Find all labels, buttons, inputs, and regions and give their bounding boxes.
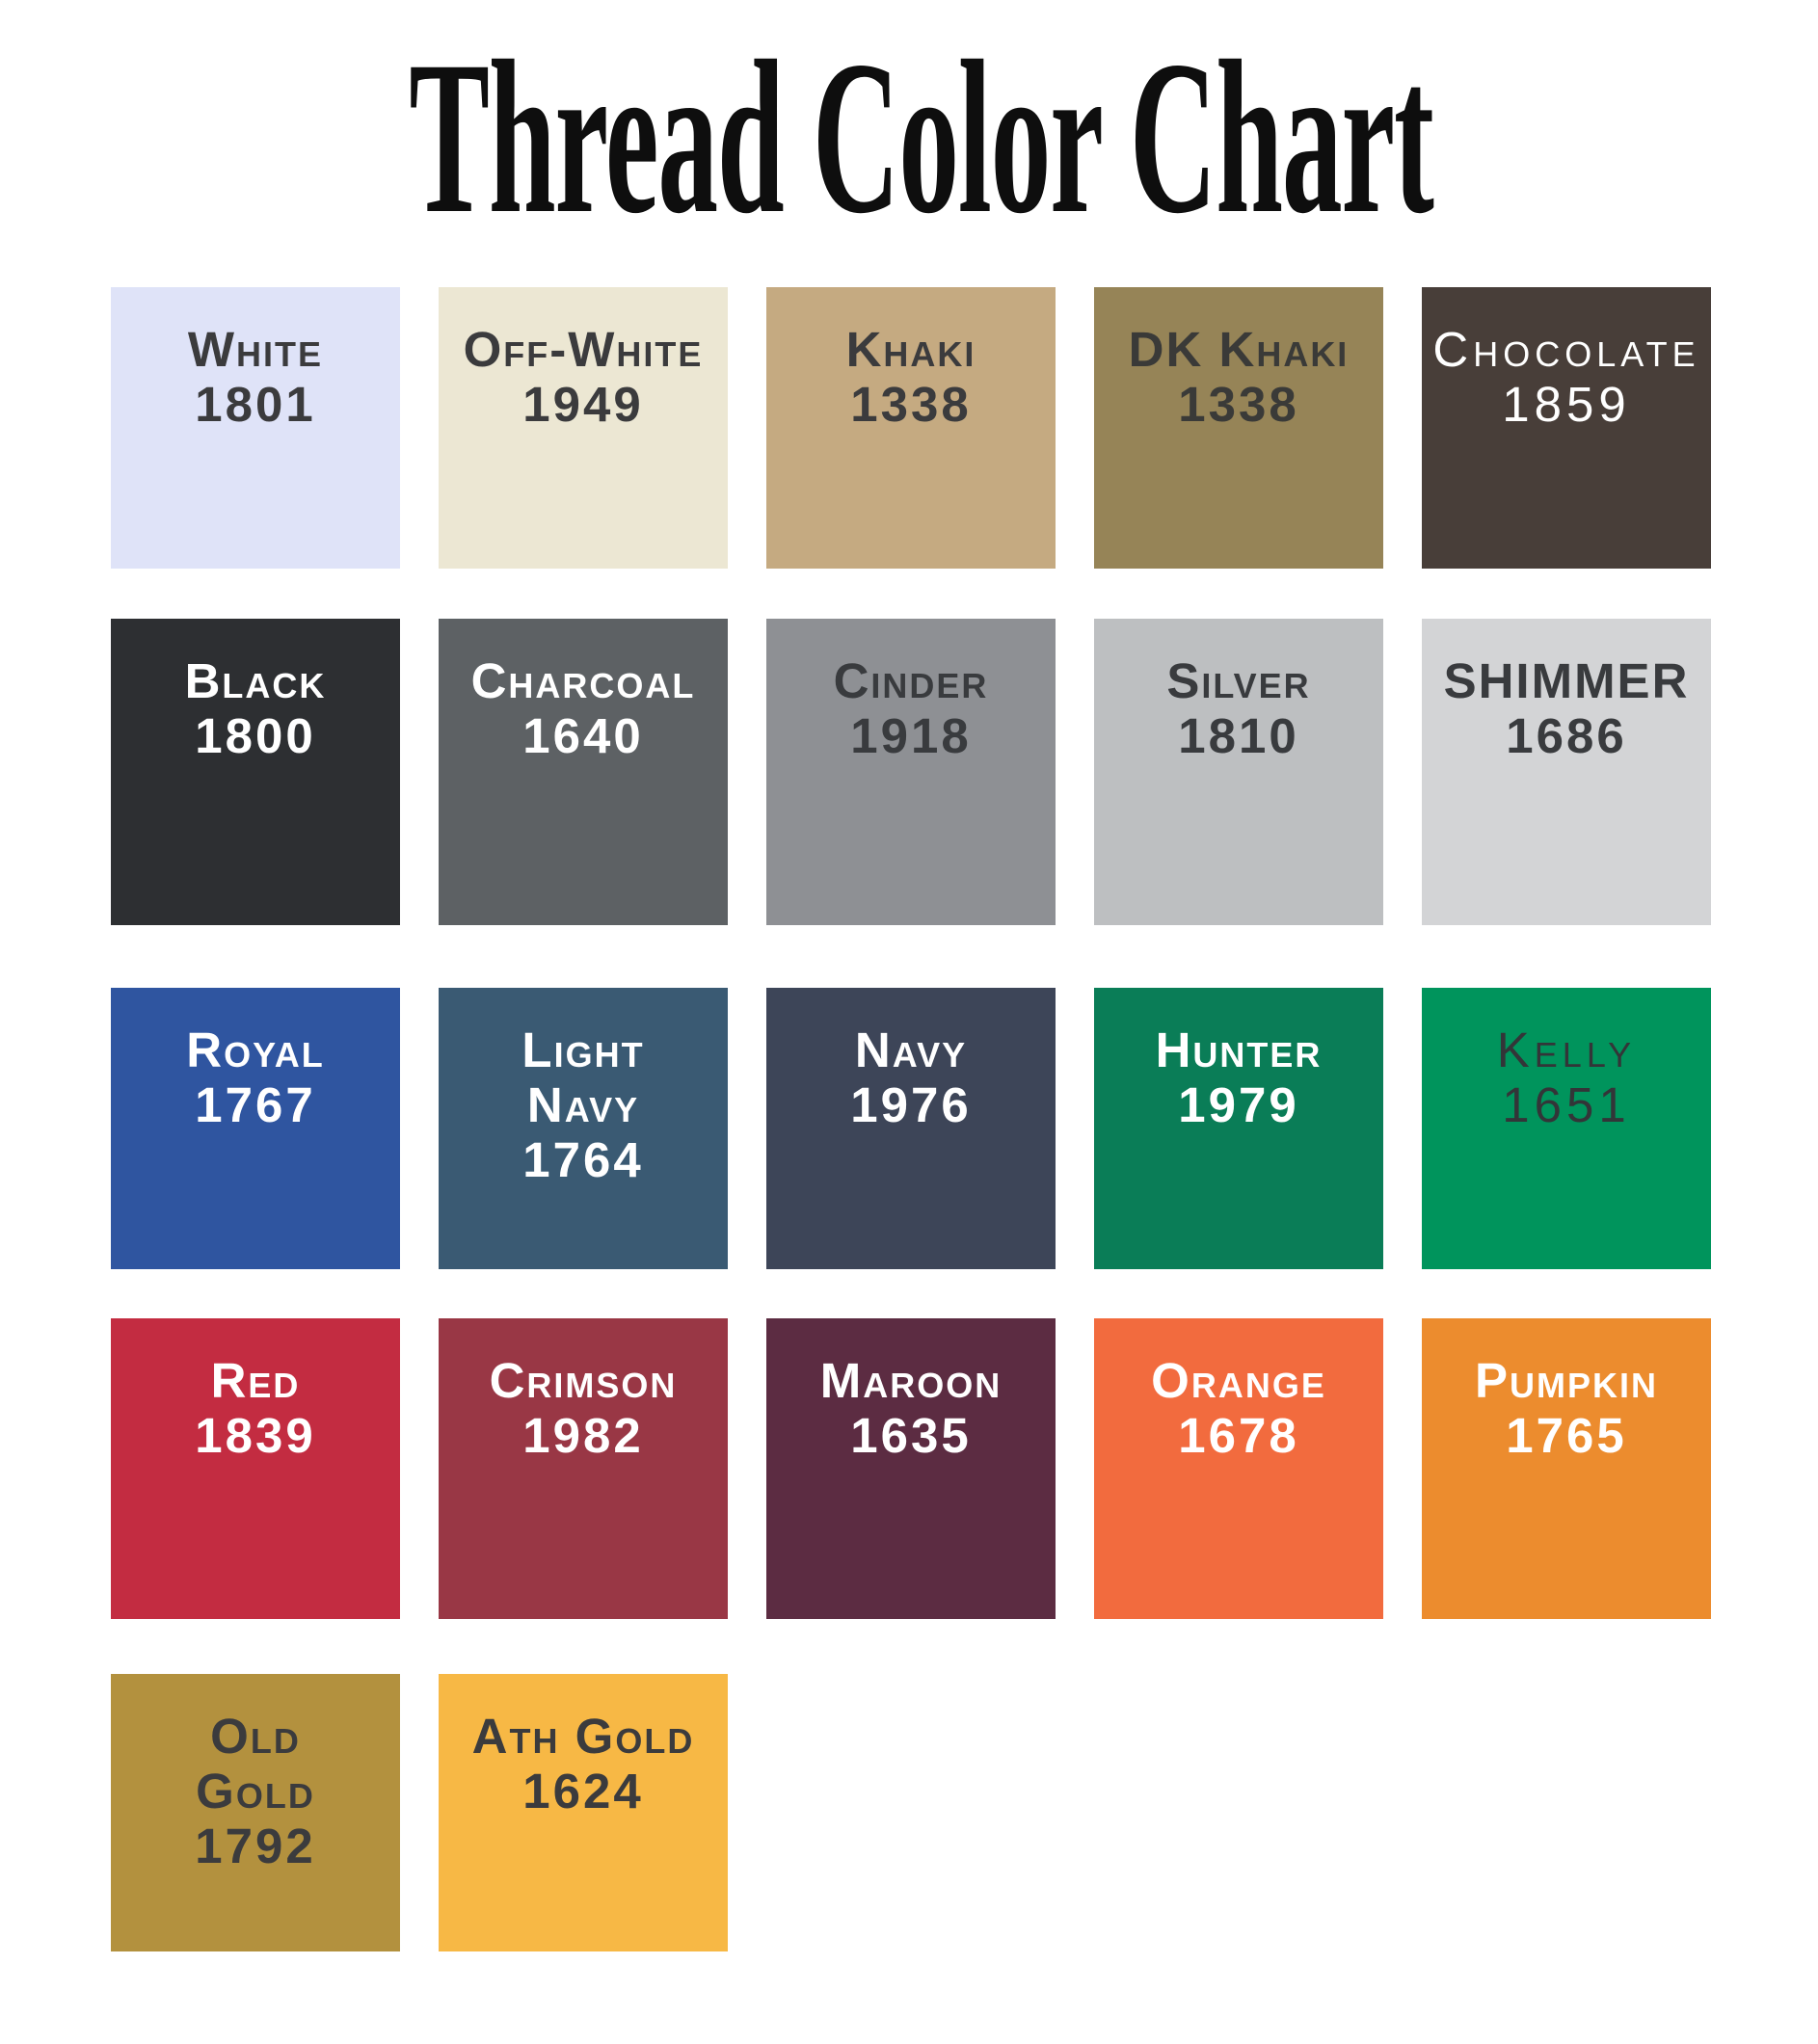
swatch-row-5: Old Gold 1792 Ath Gold 1624 xyxy=(111,1674,728,1951)
swatch-ath-gold: Ath Gold 1624 xyxy=(439,1674,728,1951)
thread-number: 1624 xyxy=(522,1764,644,1818)
swatch-crimson: Crimson 1982 xyxy=(439,1318,728,1619)
swatch-white: White 1801 xyxy=(111,287,400,569)
thread-number: 1800 xyxy=(195,708,316,763)
thread-number: 1976 xyxy=(850,1077,972,1132)
color-name-label: SHIMMER xyxy=(1443,653,1690,708)
color-name-label: Charcoal xyxy=(470,653,696,708)
color-name-label: Ath Gold xyxy=(471,1709,695,1764)
color-name-label: Khaki xyxy=(845,322,976,377)
color-name-label: Chocolate xyxy=(1432,322,1700,377)
thread-number: 1839 xyxy=(195,1408,316,1463)
thread-number: 1338 xyxy=(1178,377,1299,432)
swatch-row-1: White 1801 Off-White 1949 Khaki 1338 DK … xyxy=(111,287,1711,569)
swatch-kelly: Kelly 1651 xyxy=(1422,988,1711,1269)
page-title: Thread Color Chart xyxy=(409,16,1433,259)
swatch-off-white: Off-White 1949 xyxy=(439,287,728,569)
swatch-silver: Silver 1810 xyxy=(1094,619,1383,925)
thread-number: 1859 xyxy=(1502,377,1631,432)
swatch-chocolate: Chocolate 1859 xyxy=(1422,287,1711,569)
color-name-label: Silver xyxy=(1166,653,1311,708)
color-name-label: Cinder xyxy=(833,653,989,708)
color-name-label: Hunter xyxy=(1155,1022,1323,1077)
thread-number: 1686 xyxy=(1506,708,1627,763)
color-name-label: DK Khaki xyxy=(1128,322,1350,377)
swatch-light-navy: Light Navy 1764 xyxy=(439,988,728,1269)
thread-number: 1801 xyxy=(195,377,316,432)
swatch-pumpkin: Pumpkin 1765 xyxy=(1422,1318,1711,1619)
swatch-cinder: Cinder 1918 xyxy=(766,619,1056,925)
swatch-navy: Navy 1976 xyxy=(766,988,1056,1269)
thread-number: 1949 xyxy=(522,377,644,432)
swatch-khaki: Khaki 1338 xyxy=(766,287,1056,569)
swatch-maroon: Maroon 1635 xyxy=(766,1318,1056,1619)
color-name-label: Orange xyxy=(1151,1353,1326,1408)
color-name-label: Red xyxy=(210,1353,301,1408)
thread-number: 1792 xyxy=(195,1818,316,1873)
swatch-royal: Royal 1767 xyxy=(111,988,400,1269)
color-name-label: Off-White xyxy=(463,322,704,377)
swatch-charcoal: Charcoal 1640 xyxy=(439,619,728,925)
color-name-label: Kelly xyxy=(1496,1022,1637,1077)
color-name-label: Pumpkin xyxy=(1474,1353,1658,1408)
thread-number: 1918 xyxy=(850,708,972,763)
thread-number: 1635 xyxy=(850,1408,972,1463)
thread-number: 1982 xyxy=(522,1408,644,1463)
swatch-hunter: Hunter 1979 xyxy=(1094,988,1383,1269)
swatch-row-4: Red 1839 Crimson 1982 Maroon 1635 Orange… xyxy=(111,1318,1711,1619)
color-name-label: White xyxy=(187,322,324,377)
color-name-label: Maroon xyxy=(819,1353,1003,1408)
thread-number: 1651 xyxy=(1502,1077,1631,1132)
swatch-dk-khaki: DK Khaki 1338 xyxy=(1094,287,1383,569)
color-name-label: Light Navy xyxy=(521,1022,645,1132)
thread-number: 1767 xyxy=(195,1077,316,1132)
swatch-row-2: Black 1800 Charcoal 1640 Cinder 1918 Sil… xyxy=(111,619,1711,925)
thread-number: 1810 xyxy=(1178,708,1299,763)
swatch-row-3: Royal 1767 Light Navy 1764 Navy 1976 Hun… xyxy=(111,988,1711,1269)
thread-number: 1338 xyxy=(850,377,972,432)
color-name-label: Crimson xyxy=(489,1353,678,1408)
thread-number: 1765 xyxy=(1506,1408,1627,1463)
thread-number: 1640 xyxy=(522,708,644,763)
thread-number: 1764 xyxy=(522,1132,644,1187)
color-name-label: Black xyxy=(184,653,327,708)
thread-number: 1678 xyxy=(1178,1408,1299,1463)
color-name-label: Navy xyxy=(854,1022,968,1077)
swatch-shimmer: SHIMMER 1686 xyxy=(1422,619,1711,925)
swatch-old-gold: Old Gold 1792 xyxy=(111,1674,400,1951)
swatch-orange: Orange 1678 xyxy=(1094,1318,1383,1619)
color-name-label: Old Gold xyxy=(196,1709,315,1818)
thread-number: 1979 xyxy=(1178,1077,1299,1132)
swatch-black: Black 1800 xyxy=(111,619,400,925)
swatch-red: Red 1839 xyxy=(111,1318,400,1619)
color-name-label: Royal xyxy=(186,1022,325,1077)
